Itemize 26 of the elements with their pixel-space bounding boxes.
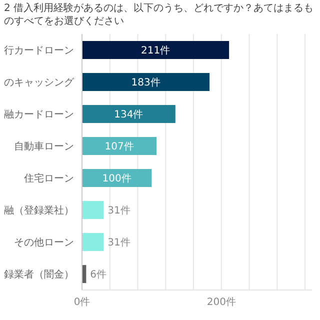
data-label: 100件 bbox=[102, 174, 132, 185]
y-tick-label: 住宅ローン bbox=[24, 172, 74, 185]
data-label: 134件 bbox=[114, 110, 144, 121]
bar bbox=[82, 137, 157, 156]
y-tick-label: のキャッシング bbox=[4, 78, 75, 89]
data-label: 6件 bbox=[90, 270, 107, 281]
data-label: 107件 bbox=[104, 142, 134, 153]
data-label: 183件 bbox=[131, 78, 160, 89]
bar bbox=[82, 105, 176, 124]
y-tick-label: 録業者（闇金） bbox=[4, 268, 74, 281]
y-tick-label: その他ローン bbox=[14, 236, 74, 249]
bar bbox=[82, 73, 210, 92]
bar bbox=[82, 233, 104, 252]
chart-title: 2 借入利用経験があるのは、以下のうち、どれですか？あてはまるものすべてをお選びください bbox=[3, 2, 315, 29]
y-tick-label: 融（登録業社） bbox=[4, 204, 74, 217]
bar bbox=[82, 41, 230, 60]
data-label: 31件 bbox=[108, 206, 130, 217]
data-label: 31件 bbox=[108, 238, 130, 249]
bar bbox=[82, 169, 152, 188]
x-tick-label: 0件 bbox=[74, 297, 90, 308]
y-tick-label: 行カードローン bbox=[4, 46, 74, 57]
data-label: 211件 bbox=[140, 46, 170, 57]
bar bbox=[82, 201, 104, 220]
y-tick-label: 融カードローン bbox=[4, 108, 74, 121]
y-tick-label: 自動車ローン bbox=[14, 140, 74, 153]
x-tick-label: 200件 bbox=[206, 297, 236, 308]
